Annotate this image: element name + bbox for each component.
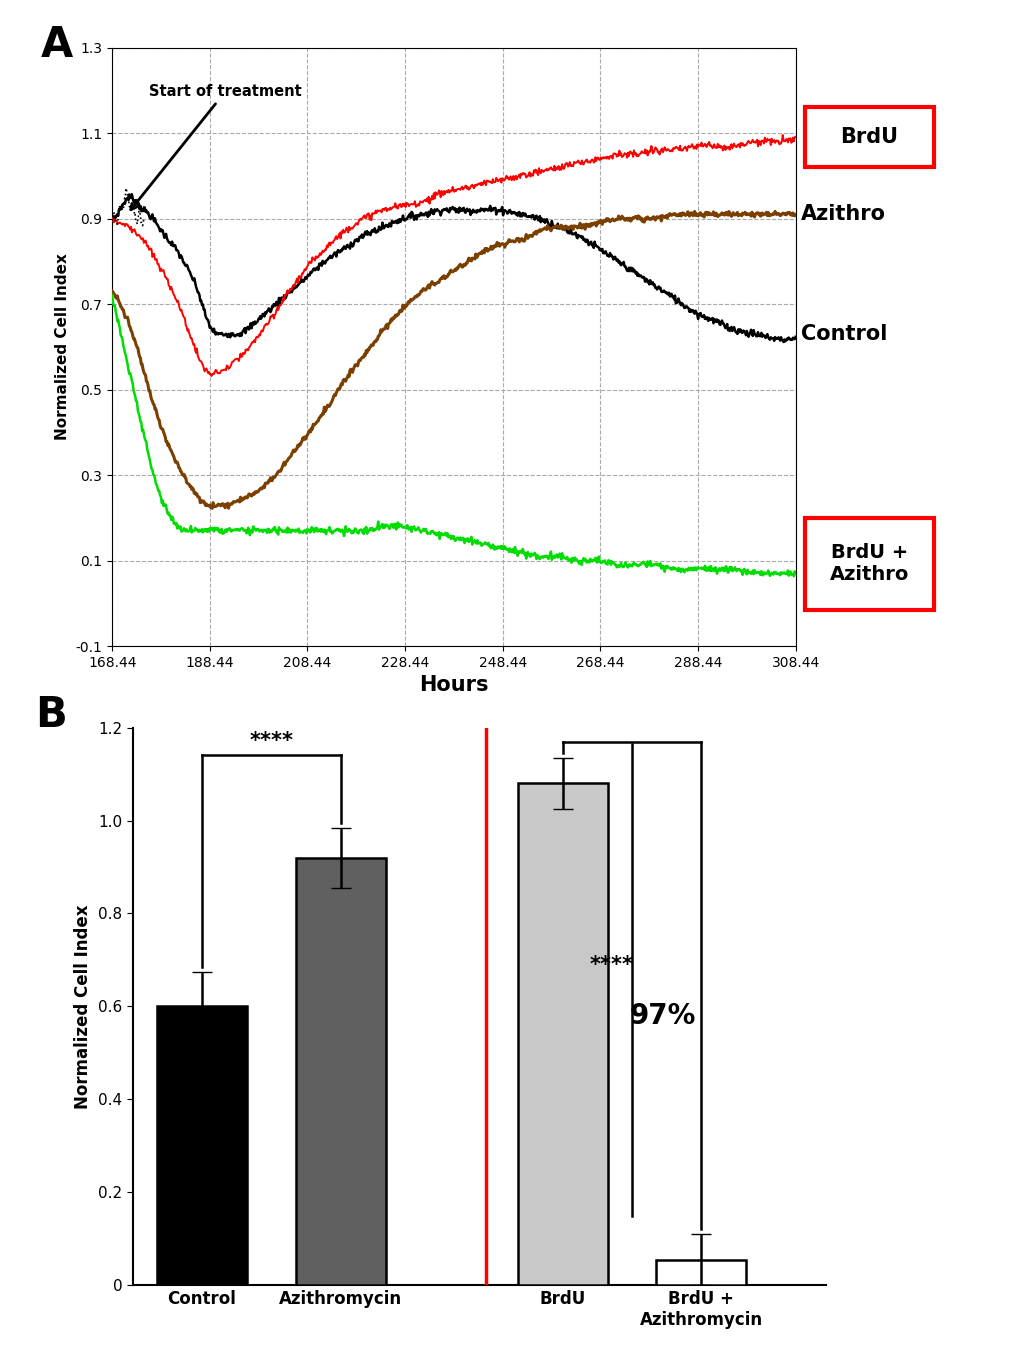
Text: ****: **** [589,955,633,975]
Bar [296,858,385,1285]
Text: Control: Control [800,324,887,344]
Text: Azithro: Azithro [800,204,884,224]
Bar [655,1259,746,1285]
Text: A: A [41,23,72,65]
Text: 97%: 97% [629,1002,695,1030]
Text: B: B [36,694,67,736]
Text: Start of treatment: Start of treatment [130,84,302,209]
FancyBboxPatch shape [804,518,933,609]
Text: ****: **** [249,730,293,751]
X-axis label: Hours: Hours [419,676,488,695]
Y-axis label: Normalized Cell Index: Normalized Cell Index [55,253,70,441]
Text: BrdU: BrdU [840,128,898,147]
FancyBboxPatch shape [804,107,933,167]
Text: BrdU +
Azithro: BrdU + Azithro [829,544,908,585]
Bar [157,1006,247,1285]
Bar [517,783,607,1285]
Y-axis label: Normalized Cell Index: Normalized Cell Index [74,904,93,1108]
